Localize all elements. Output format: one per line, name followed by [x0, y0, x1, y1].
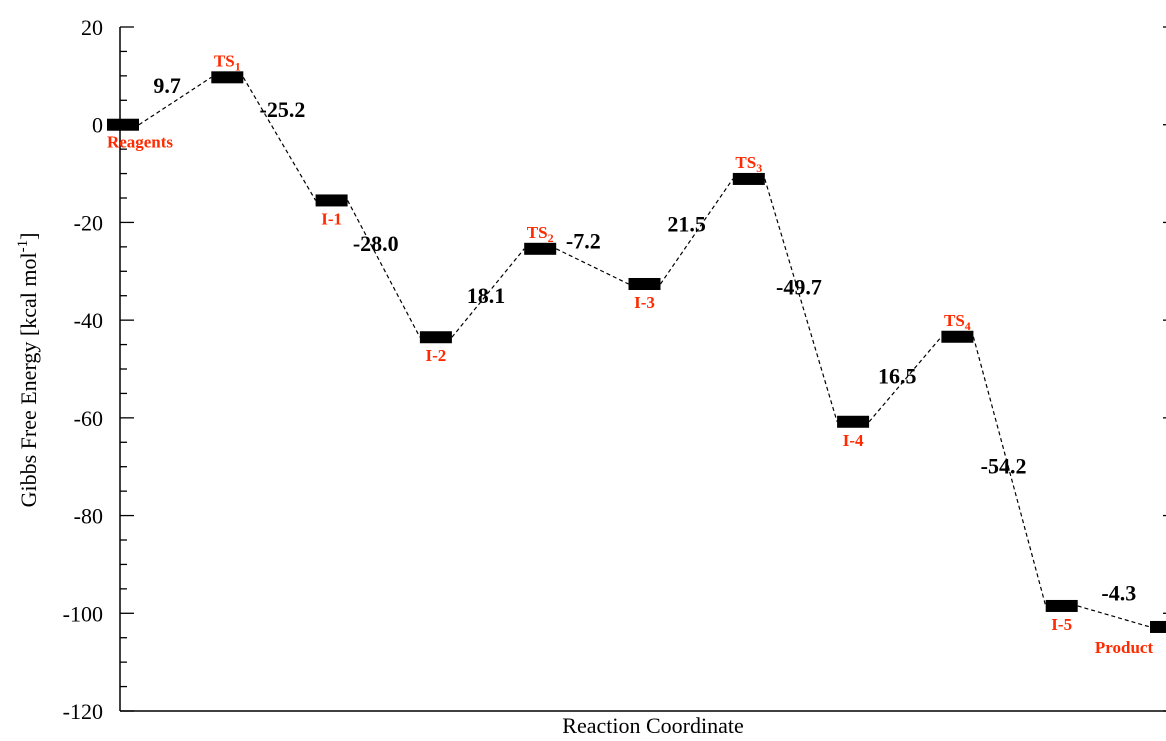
connector-line: [972, 336, 1047, 607]
y-axis-title-main: Gibbs Free Energy [kcal mol: [16, 252, 41, 507]
state-label: Product: [1095, 638, 1154, 657]
energy-level-bar: [1045, 599, 1078, 612]
connector-line: [660, 178, 734, 285]
step-energy-label: -49.7: [776, 274, 822, 299]
energy-level-bar: [941, 330, 974, 343]
state-label-subscript: 1: [235, 59, 241, 73]
y-tick-label: 0: [92, 113, 103, 138]
y-tick-label: -80: [74, 504, 103, 529]
y-tick-label: -60: [74, 406, 103, 431]
state-label-text: I-4: [843, 431, 864, 450]
energy-level-bar: [1150, 620, 1166, 633]
step-energy-label: -7.2: [566, 228, 601, 253]
state-label: I-4: [843, 431, 864, 450]
energy-level-bar: [211, 71, 244, 84]
state-label: I-3: [634, 293, 655, 312]
state-label-subscript: 4: [965, 319, 971, 333]
connector-line: [242, 77, 317, 201]
state-label: I-2: [426, 346, 447, 365]
plot-frame: [119, 27, 1166, 712]
energy-level-bar: [419, 331, 452, 344]
state-label-text: I-2: [426, 346, 447, 365]
state-label: I-5: [1051, 615, 1072, 634]
state-label-subscript: 3: [756, 161, 762, 175]
state-label-text: I-5: [1051, 615, 1072, 634]
state-label: TS2: [527, 223, 554, 245]
connector-line: [764, 178, 838, 422]
connector-line: [555, 248, 629, 285]
y-tick-label: -100: [63, 601, 103, 626]
y-tick-label: -40: [74, 308, 103, 333]
state-label-text: TS: [214, 51, 235, 70]
step-energy-label: -25.2: [260, 97, 306, 122]
x-axis-title: Reaction Coordinate: [562, 713, 743, 738]
state-label-text: I-1: [321, 209, 342, 228]
energy-levels: [107, 71, 1166, 633]
y-tick-label: -120: [63, 699, 103, 724]
y-axis-title-superscript: -1: [15, 240, 31, 253]
step-energy-label: 9.7: [153, 73, 181, 98]
connector-line: [138, 76, 212, 126]
state-label: TS1: [214, 51, 241, 73]
y-axis-title: Gibbs Free Energy [kcal mol-1]: [15, 233, 41, 508]
y-axis-ticks: 20 0 -20 -40 -60 -80 -100 -120: [63, 15, 1166, 724]
step-energy-label: 16.5: [878, 363, 917, 388]
step-energy-label: -28.0: [353, 231, 399, 256]
state-label-text: I-3: [634, 293, 655, 312]
state-label: I-1: [321, 209, 342, 228]
connectors: [138, 76, 1151, 628]
connector-line: [868, 336, 942, 423]
state-label: Reagents: [107, 133, 173, 152]
step-energy-label: 18.1: [467, 283, 506, 308]
state-label-subscript: 2: [548, 231, 554, 245]
connector-line: [347, 200, 421, 338]
step-energy-label: 21.5: [667, 211, 706, 236]
step-energy-label: -54.2: [981, 453, 1027, 478]
y-tick-label: -20: [74, 210, 103, 235]
connector-line: [451, 248, 525, 338]
state-label-text: Reagents: [107, 133, 173, 152]
state-label: TS4: [944, 311, 971, 333]
state-label-text: TS: [944, 311, 965, 330]
energy-level-bar: [732, 172, 765, 185]
energy-level-bar: [837, 415, 870, 428]
state-label: TS3: [735, 153, 762, 175]
state-label-text: TS: [527, 223, 548, 242]
y-axis-title-suffix: ]: [16, 233, 41, 240]
energy-level-bar: [628, 277, 661, 290]
state-labels: ReagentsTS1I-1I-2TS2I-3TS3I-4TS4I-5Produ…: [107, 51, 1154, 657]
energy-level-bar: [524, 242, 557, 255]
connector-line: [1077, 605, 1151, 628]
y-tick-label: 20: [81, 15, 103, 40]
energy-level-bar: [315, 194, 348, 207]
step-labels: 9.7 -25.2 -28.0 18.1 -7.2 21.5 -49.7 16.5 -54.2 -…: [153, 73, 1136, 605]
step-energy-label: -4.3: [1101, 580, 1136, 605]
energy-level-bar: [107, 118, 139, 131]
state-label-text: Product: [1095, 638, 1154, 657]
state-label-text: TS: [735, 153, 756, 172]
